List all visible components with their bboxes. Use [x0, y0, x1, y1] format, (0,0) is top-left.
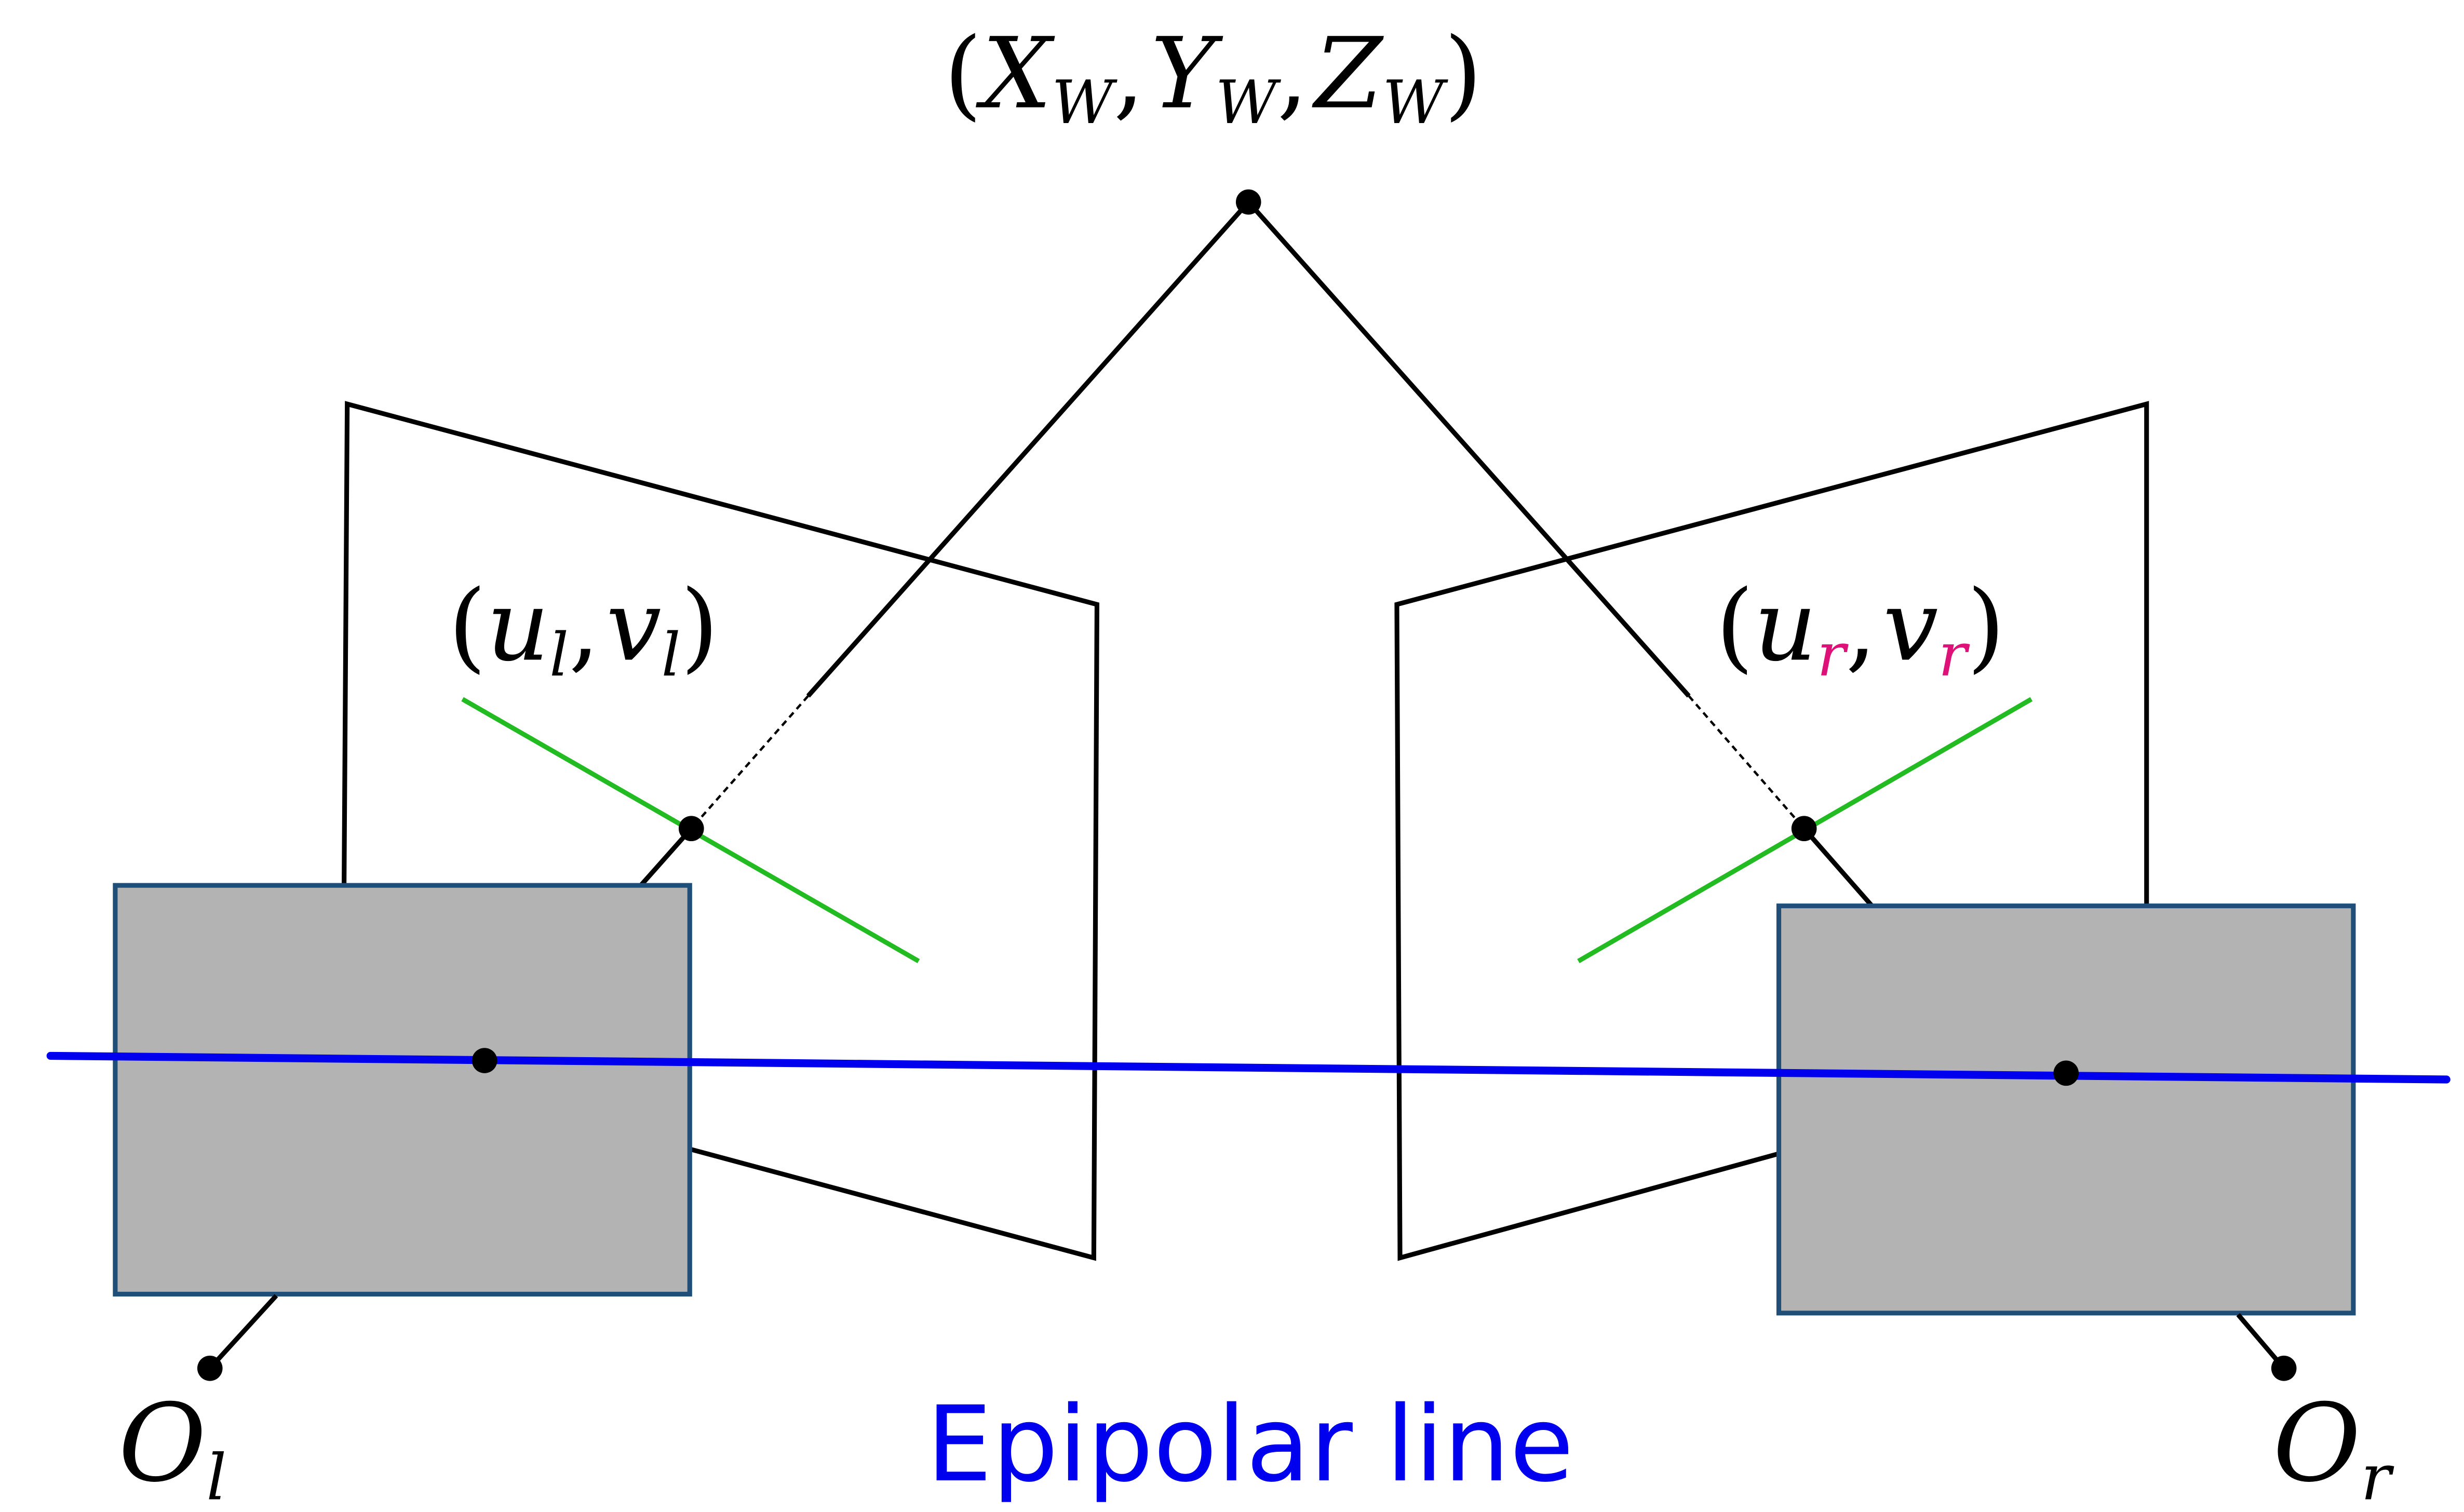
left-image-point-label: (ul, vl) — [448, 570, 719, 690]
blue-epipolar-line — [46, 1051, 2450, 1084]
right-projection-ray-hidden — [1688, 695, 1805, 830]
left-camera-center-connector — [208, 1294, 278, 1370]
right-camera-body — [1776, 903, 2356, 1316]
right-image-point-dot — [1791, 816, 1817, 842]
right-image-plane — [1394, 401, 2149, 1261]
right-image-point-label: (ur, vr) — [1716, 570, 2005, 690]
left-epipole-dot — [472, 1048, 497, 1073]
left-image-point-dot — [678, 816, 704, 842]
right-camera-center-dot — [2271, 1355, 2297, 1381]
right-epipole-dot — [2053, 1060, 2079, 1086]
world-point-label: (XW, YW, ZW) — [944, 17, 1483, 138]
left-projection-ray — [806, 200, 1250, 698]
left-camera-center-label: Ol — [118, 1381, 226, 1512]
right-projection-ray-lower — [1802, 827, 1874, 908]
left-projection-ray-lower — [639, 827, 693, 887]
left-image-plane — [342, 401, 1100, 1261]
left-camera-body — [113, 883, 692, 1297]
right-projection-ray — [1246, 200, 1691, 698]
epipolar-line-caption: Epipolar line — [926, 1384, 1574, 1505]
left-camera-center-dot — [197, 1355, 223, 1381]
left-projection-ray-hidden — [690, 695, 809, 830]
right-camera-center-label: Or — [2273, 1381, 2394, 1512]
world-point-dot — [1235, 189, 1261, 215]
